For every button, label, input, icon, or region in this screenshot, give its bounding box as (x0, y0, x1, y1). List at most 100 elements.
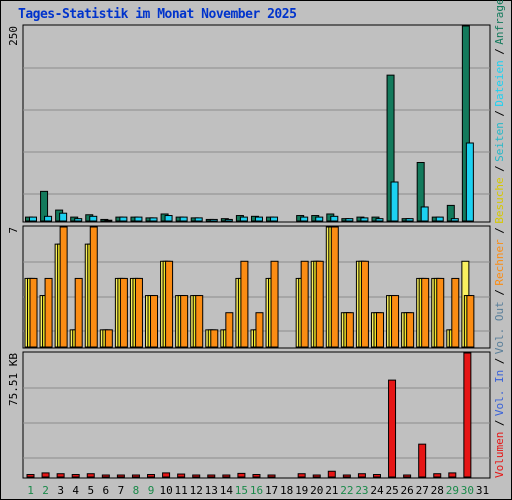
bar-volumen (267, 474, 276, 478)
x-tick-label: 25 (385, 484, 398, 497)
bar-rechner (104, 329, 113, 348)
bar-volumen (101, 474, 110, 478)
x-tick-label: 18 (280, 484, 293, 497)
panel-bottom: 75.51 KB (7, 351, 491, 479)
x-tick-label: 10 (159, 484, 172, 497)
x-tick-label: 3 (57, 484, 64, 497)
bar-rechner (451, 277, 460, 348)
x-axis-labels: 1 2 3 4 5 6 7 8 9 10 11 12 13 14 15 16 17 18 19 20 21 22 23 24 2… (27, 484, 489, 497)
bar-rechner (59, 226, 68, 348)
bar-volumen (418, 443, 427, 478)
bar-dateien (134, 216, 143, 222)
bar-volumen (388, 379, 397, 478)
bar-volumen (71, 474, 80, 478)
x-tick-label: 31 (476, 484, 489, 497)
bar-rechner (255, 312, 264, 348)
bar-rechner (195, 295, 204, 348)
legend-item: Vol. Out (493, 301, 506, 354)
legend-item: Besuche (493, 177, 506, 223)
bar-dateien (330, 215, 339, 222)
bar-rechner (180, 295, 189, 348)
bar-dateien (375, 218, 384, 222)
x-tick-label: 7 (118, 484, 125, 497)
x-tick-label: 28 (431, 484, 444, 497)
bar-rechner (119, 277, 128, 348)
legend-item: Anfragen (493, 0, 506, 45)
panel-top: 250 (7, 24, 491, 223)
bar-volumen (312, 474, 321, 478)
bar-rechner (360, 260, 369, 348)
bar-volumen (147, 474, 156, 478)
bar-volumen (372, 474, 381, 478)
legend-item: Rechner (493, 239, 506, 286)
bar-rechner (300, 260, 309, 348)
legend-item: Seiten (493, 122, 506, 162)
bar-volumen (116, 474, 125, 478)
x-tick-label: 6 (103, 484, 110, 497)
bar-rechner (44, 277, 53, 348)
bar-volumen (463, 352, 472, 478)
bar-rechner (315, 260, 324, 348)
bar-dateien (149, 217, 158, 222)
bar-dateien (270, 216, 279, 222)
x-tick-label: 1 (27, 484, 34, 497)
bar-dateien (194, 217, 203, 222)
bar-volumen (131, 474, 140, 478)
bar-volumen (162, 472, 171, 478)
x-tick-label: 9 (148, 484, 155, 497)
bar-volumen (327, 470, 336, 478)
bar-dateien (420, 206, 429, 222)
bar-dateien (239, 216, 248, 222)
bar-volumen (192, 474, 201, 478)
legend-separator: / (493, 48, 506, 55)
bar-dateien (435, 216, 444, 222)
bar-rechner (270, 260, 279, 348)
y-max-label: 75.51 KB (7, 353, 20, 406)
bar-dateien (300, 216, 309, 222)
bar-dateien (390, 181, 399, 222)
bar-rechner (391, 295, 400, 348)
bar-dateien (450, 218, 459, 222)
y-max-label: 250 (7, 26, 20, 46)
bar-volumen (41, 472, 50, 478)
x-tick-label: 15 (235, 484, 248, 497)
x-tick-label: 26 (401, 484, 414, 497)
x-tick-label: 13 (205, 484, 218, 497)
plot-area (22, 24, 491, 223)
bar-rechner (89, 226, 98, 348)
bar-dateien (254, 216, 263, 222)
y-max-label: 7 (7, 227, 20, 234)
x-tick-label: 27 (416, 484, 429, 497)
bar-volumen (207, 474, 216, 478)
legend-separator: / (493, 419, 506, 426)
x-tick-label: 21 (325, 484, 338, 497)
bar-dateien (179, 216, 188, 222)
legend: Volumen / Vol. In / Vol. Out / Rechner / Besuche… (493, 0, 506, 478)
bar-volumen (56, 473, 65, 478)
bar-rechner (466, 295, 475, 348)
x-tick-label: 11 (175, 484, 188, 497)
bar-dateien (119, 216, 128, 222)
x-tick-label: 22 (340, 484, 353, 497)
bar-rechner (375, 312, 384, 348)
bar-volumen (177, 473, 186, 478)
bar-dateien (360, 217, 369, 222)
bar-dateien (59, 212, 68, 222)
bar-dateien (405, 218, 414, 222)
x-tick-label: 14 (220, 484, 234, 497)
bar-rechner (29, 277, 38, 348)
bar-volumen (86, 473, 95, 478)
bar-dateien (224, 218, 233, 222)
x-tick-label: 5 (87, 484, 94, 497)
chart-title: Tages-Statistik im Monat November 2025 (18, 7, 297, 22)
x-tick-label: 12 (190, 484, 203, 497)
bar-dateien (315, 216, 324, 222)
bar-volumen (448, 472, 457, 478)
legend-separator: / (493, 110, 506, 117)
bar-volumen (357, 473, 366, 478)
bar-rechner (210, 329, 219, 348)
bar-dateien (164, 215, 173, 222)
bar-rechner (436, 277, 445, 348)
bar-rechner (345, 312, 354, 348)
